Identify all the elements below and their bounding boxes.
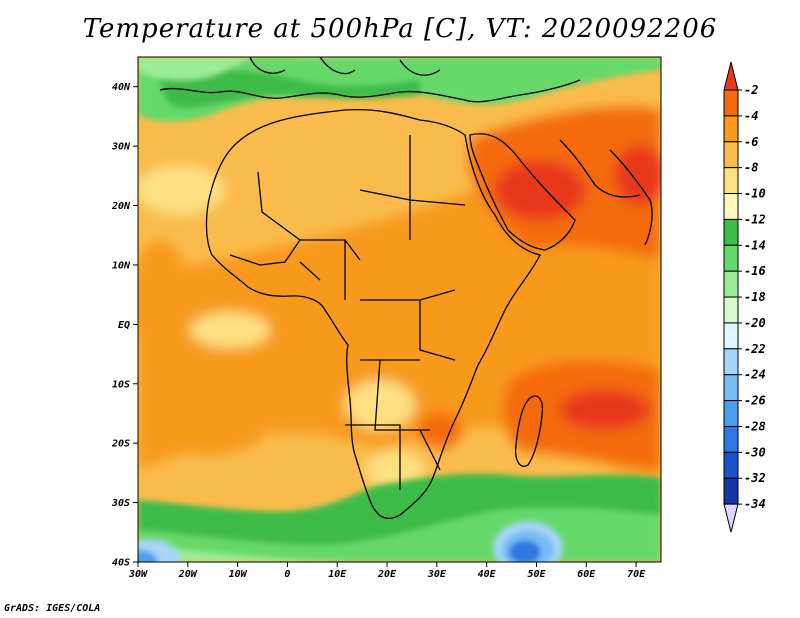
colorbar-label: -14: [744, 238, 766, 252]
colorbar: -2 -4 -6 -8 -10 -12 -14 -16 -18 -20 -22 -24 -26 -28 -3…: [723, 61, 766, 533]
temperature-field: [138, 57, 661, 562]
longitude-axis: 30W 20W 10W 0 10E 20E 30E 40E 50E 60E 70E: [128, 562, 646, 580]
lat-tick-label: 10N: [112, 260, 131, 271]
lon-tick-label: 30E: [427, 569, 447, 580]
lon-tick-label: 40E: [478, 569, 497, 580]
colorbar-box: [723, 193, 739, 220]
colorbar-label: -16: [744, 264, 766, 278]
lat-tick-label: 30S: [111, 498, 130, 509]
lat-tick-label: 10S: [112, 379, 130, 390]
lon-tick-label: 70E: [627, 569, 646, 580]
colorbar-label: -34: [744, 497, 766, 511]
colorbar-label: -30: [744, 445, 766, 459]
colorbar-box: [723, 244, 739, 272]
colorbar-box: [723, 322, 739, 350]
colorbar-box: [723, 218, 739, 246]
colorbar-label: -22: [744, 342, 766, 356]
lat-tick-label: 20N: [111, 201, 131, 212]
colorbar-label: -26: [744, 394, 766, 408]
lon-tick-label: 20W: [178, 569, 198, 580]
lon-tick-label: 60E: [577, 569, 596, 580]
lat-tick-label: EQ: [118, 320, 130, 331]
lat-tick-label: 40S: [112, 558, 130, 569]
lon-tick-label: 20E: [377, 569, 397, 580]
colorbar-label: -20: [744, 316, 766, 330]
colorbar-label: -28: [744, 419, 766, 433]
colorbar-box: [723, 348, 739, 376]
colorbar-label: -6: [744, 135, 758, 149]
colorbar-box: [723, 141, 739, 169]
colorbar-box: [723, 425, 739, 453]
lat-tick-label: 20S: [111, 439, 130, 450]
map-title: Temperature at 500hPa [C], VT: 202009220…: [82, 14, 718, 44]
lon-tick-label: 50E: [527, 569, 546, 580]
colorbar-label: -10: [744, 187, 766, 201]
colorbar-box: [723, 374, 739, 402]
colorbar-label: -8: [744, 161, 758, 175]
coastlines: [159, 57, 653, 519]
colorbar-box: [723, 451, 739, 479]
lon-tick-label: 10E: [328, 569, 347, 580]
latitude-axis: 40N 30N 20N 10N EQ 10S 20S 30S 40S: [111, 82, 138, 569]
lon-tick-label: 0: [284, 569, 290, 580]
colorbar-box: [723, 477, 739, 505]
lat-tick-label: 40N: [112, 82, 131, 93]
lon-tick-label: 10W: [229, 569, 248, 580]
lat-tick-label: 30N: [111, 142, 131, 153]
credit-label: GrADS: IGES/COLA: [4, 603, 101, 614]
colorbar-box: [723, 270, 739, 298]
colorbar-box: [723, 89, 739, 117]
colorbar-box: [723, 167, 739, 195]
colorbar-box: [723, 115, 739, 143]
map-frame: [137, 56, 662, 563]
colorbar-label: -2: [744, 83, 758, 97]
colorbar-label: -12: [744, 212, 766, 226]
colorbar-top-arrow: [723, 61, 739, 91]
colorbar-label: -32: [744, 471, 766, 485]
colorbar-bottom-arrow: [723, 503, 739, 533]
colorbar-label: -4: [744, 109, 758, 123]
colorbar-label: -18: [744, 290, 766, 304]
colorbar-box: [723, 296, 739, 324]
lon-tick-label: 30W: [128, 569, 148, 580]
colorbar-box: [723, 400, 739, 427]
colorbar-label: -24: [744, 368, 766, 382]
